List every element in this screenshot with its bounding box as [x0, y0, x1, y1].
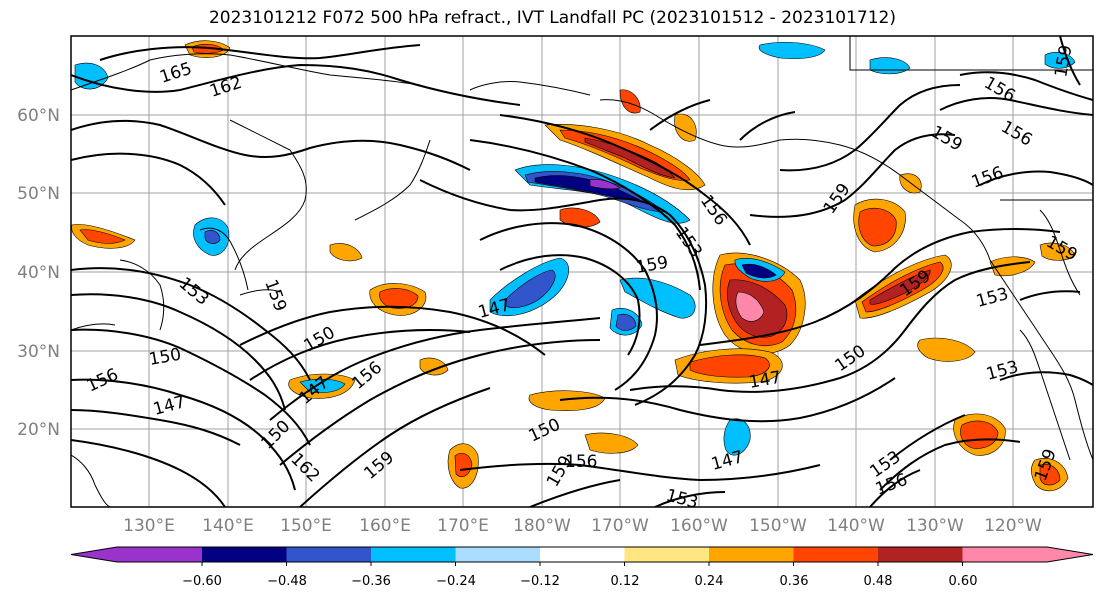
colorbar-tick-label: 0.48 [864, 574, 893, 589]
latitude-labels: 60°N 50°N 40°N 30°N 20°N [17, 106, 60, 440]
colorbar-tick-label: 0.60 [949, 574, 978, 589]
colorbar-tick-label: −0.12 [520, 574, 560, 589]
refractivity-contours [71, 36, 1093, 507]
colorbar-tick-label: 0.12 [611, 574, 640, 589]
lat-label: 60°N [17, 106, 60, 126]
lat-label: 30°N [17, 342, 60, 362]
lat-label: 20°N [17, 420, 60, 440]
colorbar-tick-label: −0.24 [436, 574, 476, 589]
colorbar-outline [70, 546, 1094, 563]
colorbar-segment [878, 547, 963, 562]
colorbar-extend-high [962, 547, 1093, 562]
gridlines [71, 36, 1093, 507]
coastlines [71, 36, 1093, 507]
colorbar-segment [202, 547, 287, 562]
lon-label: 130°W [906, 516, 964, 536]
map-content: 165 162 156 156 156 159 159 159 159 156 … [71, 36, 1093, 514]
colorbar-tick-label: −0.60 [182, 574, 222, 589]
colorbar-segment [371, 547, 456, 562]
colorbar-tick-label: −0.48 [267, 574, 307, 589]
colorbar-segment [624, 547, 710, 562]
colorbar-tick-label: 0.24 [695, 574, 724, 589]
lon-label: 150°W [749, 516, 807, 536]
lat-label: 50°N [17, 184, 60, 204]
lon-label: 140°E [202, 516, 254, 536]
colorbar-extend-low [71, 547, 202, 562]
colorbar-segment [286, 547, 372, 562]
lon-label: 150°E [280, 516, 332, 536]
lon-label: 140°W [827, 516, 885, 536]
colorbar-segment [793, 547, 879, 562]
lon-label: 160°W [670, 516, 728, 536]
colorbar-tick-label: −0.36 [351, 574, 391, 589]
colorbar-segment [540, 547, 625, 562]
colorbar-tick-labels: −0.60 −0.48 −0.36 −0.24 −0.12 0.12 0.24 … [182, 574, 977, 589]
contour-label: 156 [565, 452, 597, 472]
colorbar-segment [709, 547, 794, 562]
lon-label: 170°E [437, 516, 489, 536]
lon-label: 120°W [984, 516, 1042, 536]
map-border [70, 35, 1094, 508]
map-title: 2023101212 F072 500 hPa refract., IVT La… [208, 8, 896, 28]
lon-label: 170°W [591, 516, 649, 536]
lon-label: 180°W [513, 516, 571, 536]
lat-label: 40°N [17, 263, 60, 283]
lon-label: 160°E [359, 516, 411, 536]
lon-label: 130°E [123, 516, 175, 536]
contour-label: 153 [664, 486, 701, 514]
colorbar [70, 546, 1094, 566]
longitude-labels: 130°E 140°E 150°E 160°E 170°E 180°W 170°… [123, 516, 1042, 536]
colorbar-tick-label: 0.36 [780, 574, 809, 589]
colorbar-segment [455, 547, 541, 562]
